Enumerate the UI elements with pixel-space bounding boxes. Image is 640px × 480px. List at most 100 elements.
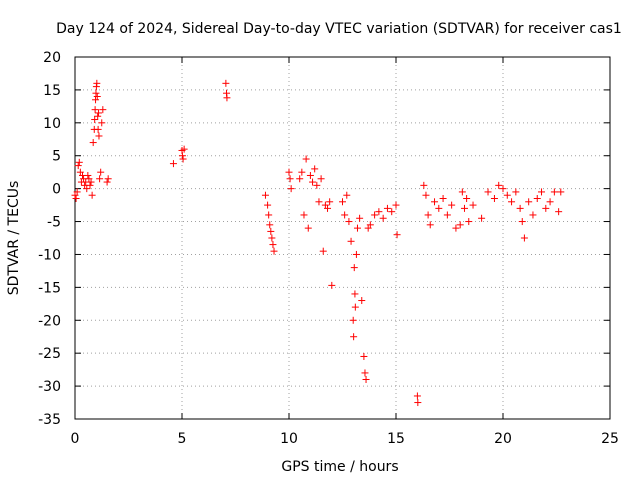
data-point (178, 152, 186, 160)
data-point (264, 201, 272, 209)
data-point (324, 204, 332, 212)
data-point (72, 195, 80, 203)
data-point (315, 198, 323, 206)
data-point (422, 191, 430, 199)
x-tick-label: 5 (178, 431, 187, 447)
grid (75, 57, 610, 419)
data-point (96, 175, 104, 183)
data-point (223, 94, 231, 102)
data-point (347, 237, 355, 245)
data-point (87, 178, 95, 186)
data-point (92, 89, 100, 97)
data-point (452, 224, 460, 232)
x-tick-label: 15 (387, 431, 405, 447)
data-point (311, 165, 319, 173)
data-point (371, 211, 379, 219)
y-tick-label: 15 (43, 83, 61, 99)
data-point (94, 112, 102, 120)
data-point (265, 211, 273, 219)
data-point (518, 218, 526, 226)
data-point (300, 211, 308, 219)
data-point (361, 369, 369, 377)
data-point (319, 247, 327, 255)
data-point (326, 198, 334, 206)
y-tick-labels: 20 15 10 5 0 -5 -10 -15 -20 -25 -30 -35 (38, 50, 61, 428)
data-point (304, 224, 312, 232)
data-point (358, 297, 366, 305)
data-point (360, 352, 368, 360)
data-point (351, 303, 359, 311)
data-point (95, 109, 103, 117)
data-point (94, 125, 102, 133)
data-point (86, 181, 94, 189)
data-point (550, 188, 558, 196)
data-point (269, 241, 277, 249)
data-point (414, 399, 422, 407)
data-point (169, 160, 177, 168)
data-point (261, 191, 269, 199)
data-point (302, 155, 310, 163)
x-tick-label: 25 (601, 431, 619, 447)
data-point (266, 221, 274, 229)
data-point (426, 221, 434, 229)
y-tick-label: -15 (38, 280, 61, 296)
x-axis-label: GPS time / hours (281, 459, 398, 475)
data-point (458, 188, 466, 196)
data-point (343, 191, 351, 199)
data-point (499, 185, 507, 193)
data-point (393, 231, 401, 239)
x-tick-labels: 0 5 10 15 20 25 (71, 431, 619, 447)
data-point (508, 198, 516, 206)
data-point (222, 79, 230, 87)
data-point (388, 208, 396, 216)
data-point (328, 281, 336, 289)
data-point (317, 175, 325, 183)
data-point (93, 92, 101, 100)
data-point (512, 188, 520, 196)
data-point (88, 191, 96, 199)
y-axis-label: SDTVAR / TECUs (6, 181, 22, 296)
data-point (538, 188, 546, 196)
data-point (267, 227, 275, 235)
data-point (351, 290, 359, 298)
y-tick-label: 20 (43, 50, 61, 66)
data-point (379, 214, 387, 222)
data-point (74, 162, 82, 170)
data-points (71, 79, 565, 407)
data-point (555, 208, 563, 216)
y-tick-label: -30 (38, 379, 61, 395)
data-point (503, 191, 511, 199)
data-point (356, 214, 364, 222)
x-tick-label: 0 (71, 431, 80, 447)
data-point (179, 155, 187, 163)
data-point (484, 188, 492, 196)
data-point (89, 139, 97, 147)
data-point (456, 221, 464, 229)
y-tick-label: 5 (52, 149, 61, 165)
data-point (353, 224, 361, 232)
data-point (366, 221, 374, 229)
data-point (439, 195, 447, 203)
data-point (92, 96, 100, 104)
data-point (448, 201, 456, 209)
data-point (286, 175, 294, 183)
data-point (383, 204, 391, 212)
data-point (424, 211, 432, 219)
data-point (73, 188, 81, 196)
data-point (91, 106, 99, 114)
data-point (529, 211, 537, 219)
data-point (313, 181, 321, 189)
data-point (99, 106, 107, 114)
data-point (103, 178, 111, 186)
data-point (542, 204, 550, 212)
y-tick-label: -10 (38, 247, 61, 263)
data-point (352, 250, 360, 258)
data-point (84, 171, 92, 179)
data-point (463, 195, 471, 203)
data-point (270, 247, 278, 255)
data-point (375, 208, 383, 216)
data-point (413, 392, 421, 400)
data-point (469, 201, 477, 209)
